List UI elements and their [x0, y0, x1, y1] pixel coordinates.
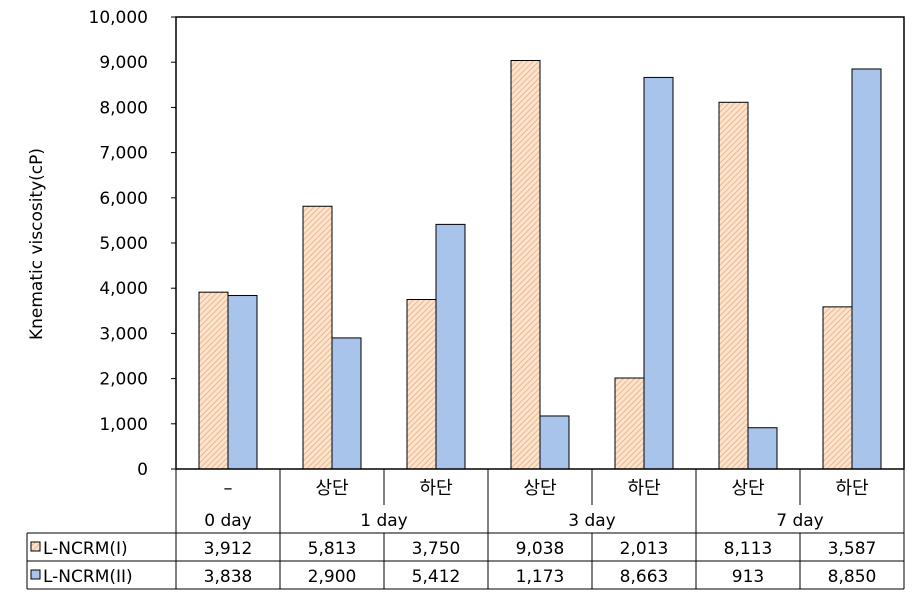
bar-series-2 [643, 76, 674, 470]
data-value: 3,587 [828, 539, 877, 559]
bar-series-1 [302, 205, 333, 470]
category-label: 상단 [315, 478, 348, 499]
data-value: 913 [732, 567, 764, 587]
data-value: 9,038 [516, 539, 565, 559]
bar-series-1 [822, 306, 853, 470]
bar-series-2 [227, 295, 258, 470]
bar-series-2 [747, 427, 778, 470]
data-value: 5,813 [308, 539, 357, 559]
bar-series-1 [718, 101, 749, 470]
y-tick-label: 7,000 [99, 144, 148, 164]
data-value: 3,838 [204, 567, 253, 587]
data-value: 8,113 [724, 539, 773, 559]
data-value: 2,013 [620, 539, 669, 559]
group-label: 3 day [568, 511, 616, 531]
group-label: 7 day [776, 511, 824, 531]
y-tick-label: 4,000 [99, 279, 148, 299]
bar-series-2 [331, 337, 362, 470]
y-tick-label: 1,000 [99, 415, 148, 435]
category-label: 하단 [419, 478, 452, 499]
data-table: – 상단 하단 상단 하단 상단 하단 0 day 1 day 3 day 7 day L-NCRM(… [26, 469, 905, 590]
data-value: 3,750 [412, 539, 461, 559]
bar-series-1 [406, 299, 437, 470]
bar-series-1 [198, 291, 229, 470]
bar-series-1 [510, 59, 541, 470]
category-label: 상단 [523, 478, 556, 499]
data-value: 1,173 [516, 567, 565, 587]
legend-swatch [30, 541, 41, 552]
bars [198, 59, 882, 470]
data-value: 5,412 [412, 567, 461, 587]
y-axis-ticks: 0 1,000 2,000 3,000 4,000 5,000 6,000 7,000 8,00… [89, 8, 176, 480]
category-label: 하단 [627, 478, 660, 499]
legend-swatch [30, 569, 41, 580]
bar-series-1 [614, 377, 645, 470]
y-tick-label: 6,000 [99, 189, 148, 209]
legend-label: L-NCRM(I) [43, 539, 128, 559]
legend-label: L-NCRM(II) [43, 567, 133, 587]
y-tick-label: 5,000 [99, 234, 148, 254]
y-axis-label: Knematic viscosity(cP) [27, 148, 47, 340]
y-tick-label: 0 [137, 460, 148, 480]
y-tick-label: 10,000 [89, 8, 148, 28]
group-label: 1 day [360, 511, 408, 531]
bar-series-2 [435, 223, 466, 470]
data-value: 8,663 [620, 567, 669, 587]
data-value: 2,900 [308, 567, 357, 587]
y-tick-label: 9,000 [99, 53, 148, 73]
category-label: 하단 [835, 478, 868, 499]
bar-series-2 [539, 415, 570, 470]
y-tick-label: 2,000 [99, 370, 148, 390]
bar-series-2 [851, 68, 882, 470]
data-value: 3,912 [204, 539, 253, 559]
y-tick-label: 3,000 [99, 324, 148, 344]
data-value: 8,850 [828, 567, 877, 587]
y-tick-label: 8,000 [99, 98, 148, 118]
category-label: 상단 [731, 478, 764, 499]
category-label: – [224, 478, 233, 499]
plot-frame [175, 16, 905, 470]
group-label: 0 day [204, 511, 252, 531]
